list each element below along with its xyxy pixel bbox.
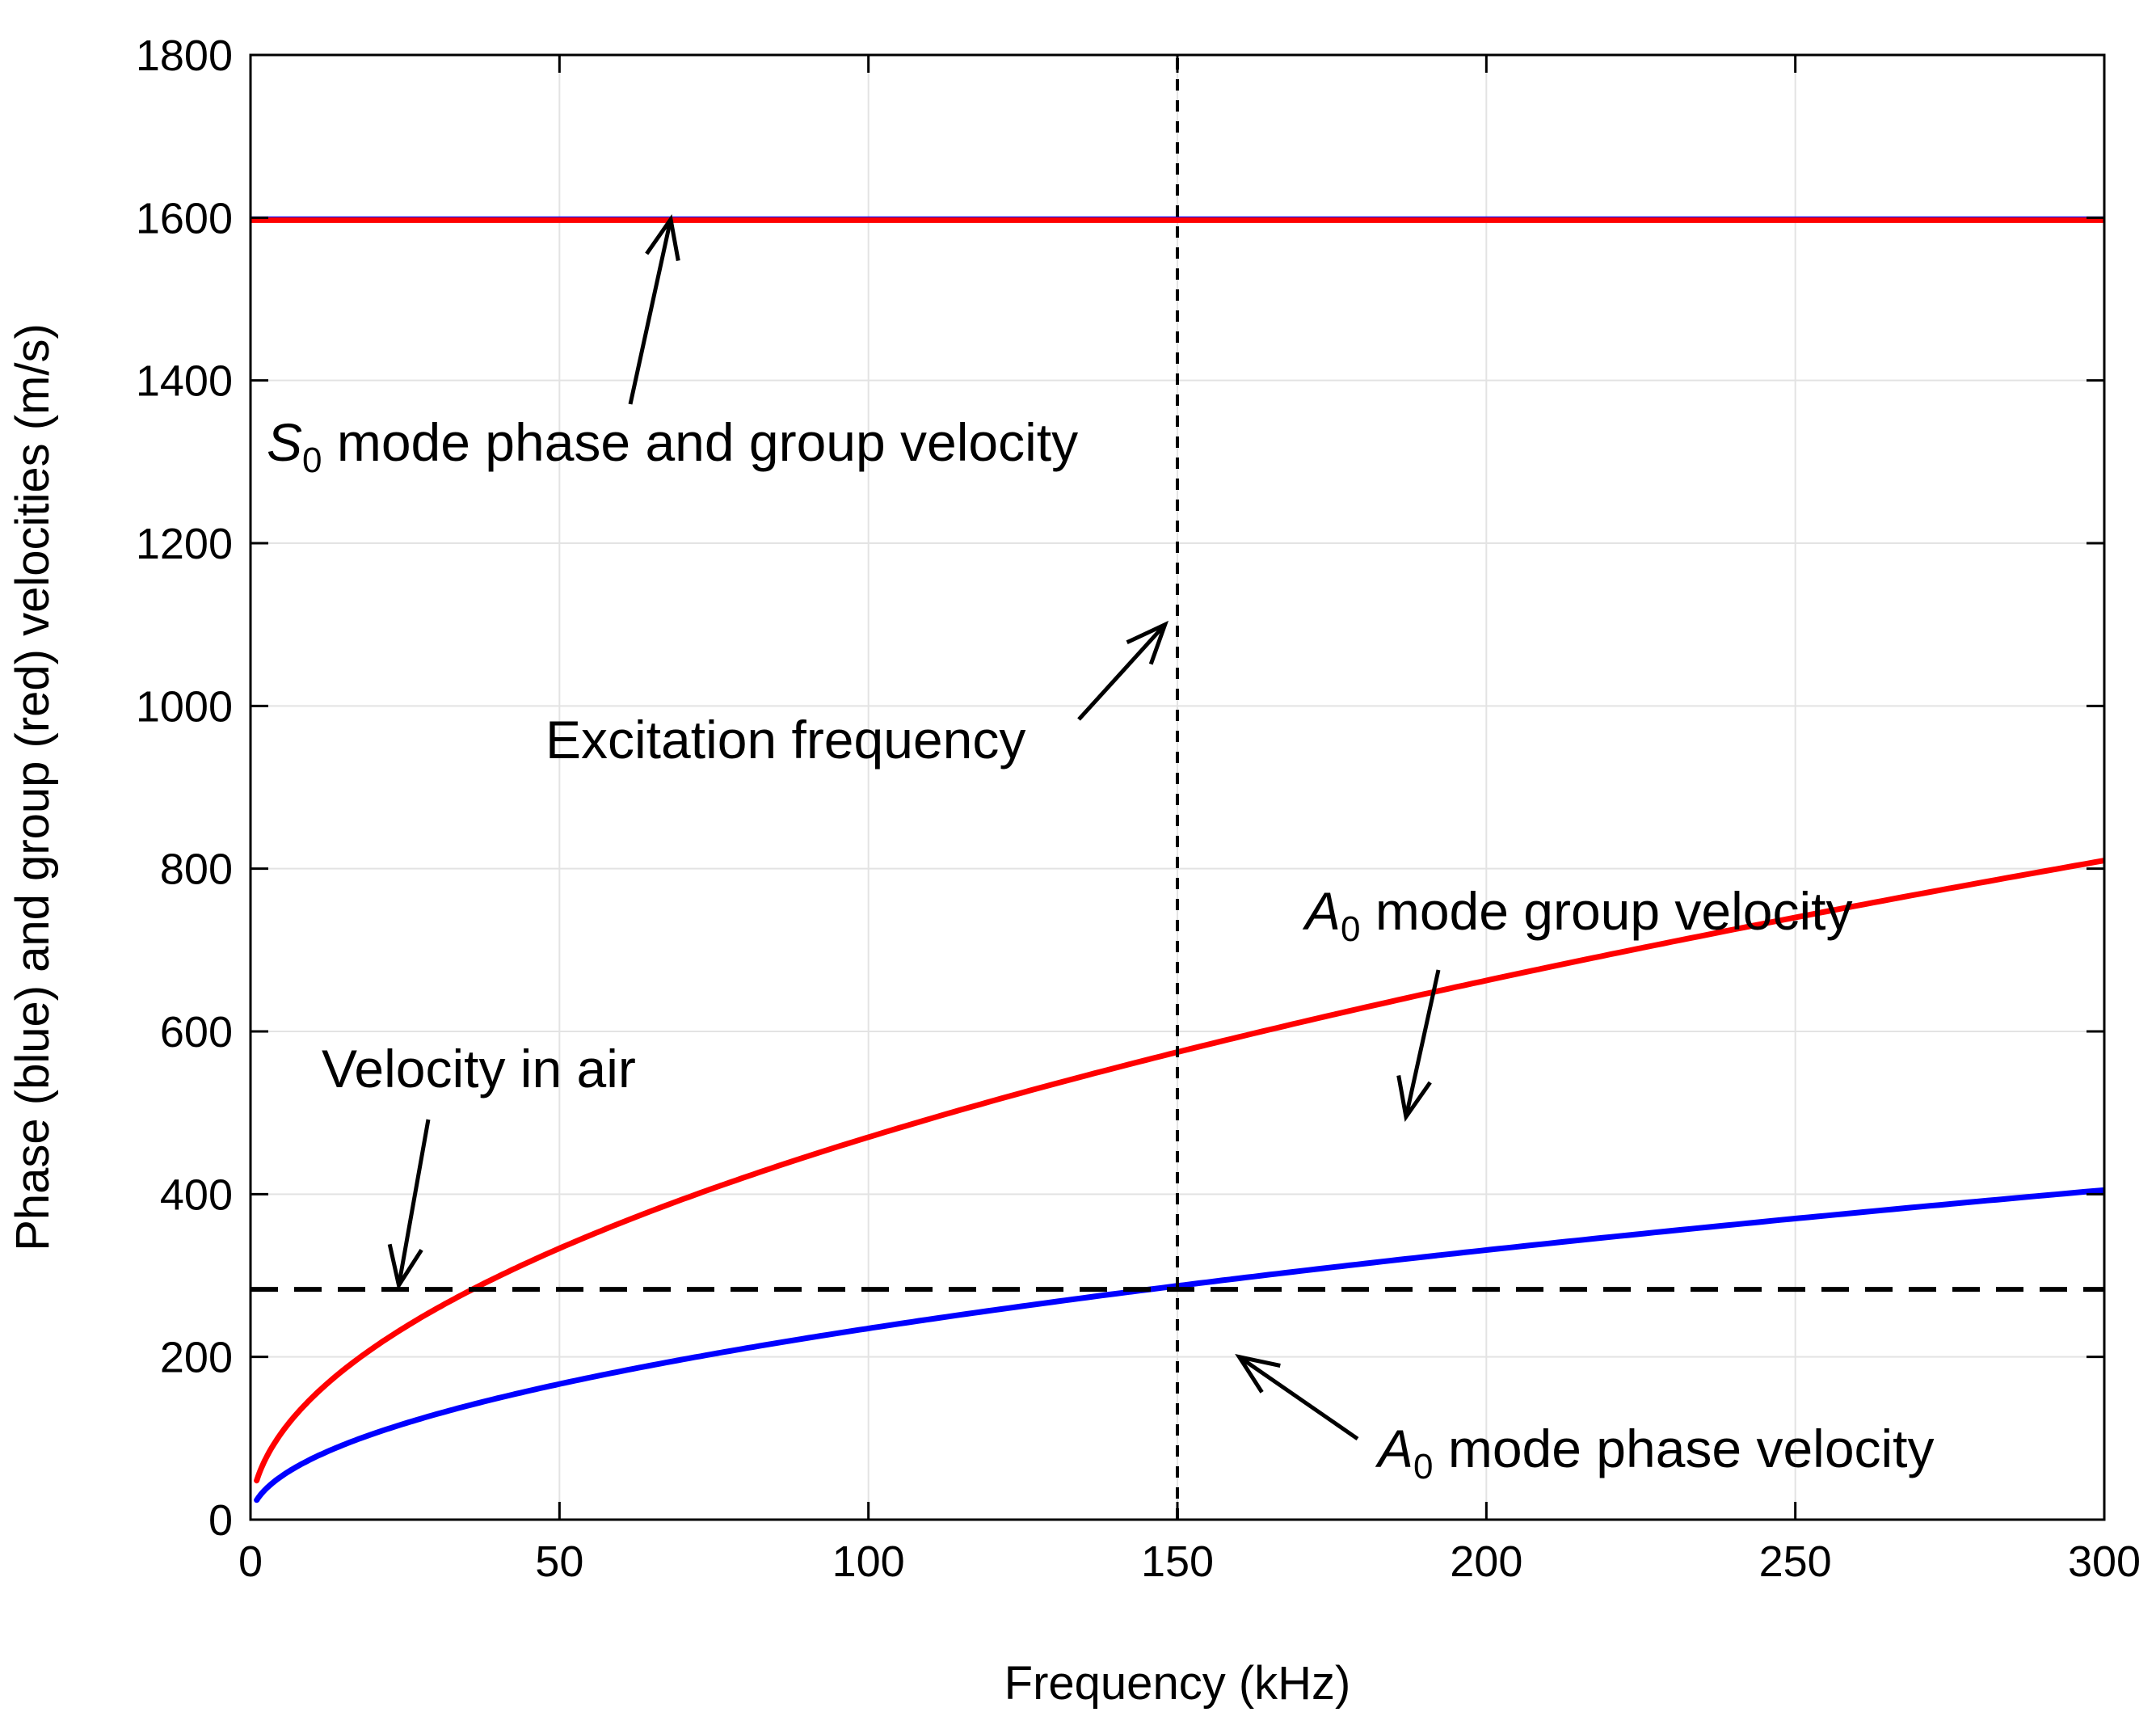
- annotation-a0-group-text: mode group velocity: [1361, 881, 1853, 941]
- y-axis-title: Phase (blue) and group (red) velocities …: [6, 323, 59, 1251]
- annotation-a0-phase-symbol: A: [1375, 1419, 1413, 1478]
- arrow-excitation: [1077, 620, 1169, 721]
- arrow-s0: [628, 213, 680, 405]
- annotation-a0-phase-subscript: 0: [1413, 1447, 1433, 1487]
- annotation-s0-subscript: 0: [302, 441, 322, 480]
- arrow-air: [387, 1119, 431, 1291]
- y-tick-label-0: 0: [208, 1496, 233, 1545]
- x-tick-label-1: 50: [535, 1537, 583, 1586]
- tick-labels: 0 50 100 150 200 250 300 0 200 400 600 800 1000 1200 1…: [136, 32, 2141, 1586]
- annotation-excitation: Excitation frequency: [545, 710, 1025, 770]
- x-tick-label-4: 200: [1450, 1537, 1522, 1586]
- annotation-s0-symbol: S: [267, 412, 302, 472]
- y-tick-label-4: 800: [160, 846, 233, 894]
- annotation-s0-text: mode phase and group velocity: [322, 412, 1079, 472]
- ticks: [249, 53, 2106, 1521]
- annotation-air: Velocity in air: [322, 1039, 636, 1099]
- series-a0-mode-phase-velocity: [254, 1187, 2104, 1503]
- y-tick-label-1: 200: [160, 1334, 233, 1382]
- annotation-a0-group-symbol: A: [1302, 881, 1341, 941]
- y-tick-label-3: 600: [160, 1008, 233, 1056]
- x-tick-label-3: 150: [1141, 1537, 1214, 1586]
- arrow-a0-group: [1396, 969, 1441, 1123]
- series-a0-mode-group-velocity: [254, 858, 2104, 1484]
- y-tick-label-7: 1400: [136, 357, 233, 406]
- y-tick-label-5: 1000: [136, 682, 233, 731]
- plot-area: [251, 55, 2104, 1520]
- x-tick-label-0: 0: [238, 1537, 263, 1586]
- arrow-a0-phase: [1235, 1354, 1359, 1441]
- y-tick-label-6: 1200: [136, 520, 233, 568]
- annotation-a0-phase-text: mode phase velocity: [1434, 1419, 1935, 1478]
- y-tick-label-9: 1800: [136, 32, 233, 80]
- x-tick-label-6: 300: [2068, 1537, 2141, 1586]
- y-tick-label-2: 400: [160, 1170, 233, 1219]
- annotation-a0-phase: A0 mode phase velocity: [1375, 1419, 1935, 1487]
- annotation-a0-group: A0 mode group velocity: [1302, 881, 1853, 949]
- annotation-s0: S0 mode phase and group velocity: [267, 412, 1078, 480]
- x-tick-label-5: 250: [1759, 1537, 1832, 1586]
- x-tick-label-2: 100: [832, 1537, 905, 1586]
- y-tick-label-8: 1600: [136, 194, 233, 242]
- annotations: S0 mode phase and group velocityExcitati…: [267, 213, 1935, 1487]
- annotation-a0-group-subscript: 0: [1341, 909, 1360, 949]
- x-axis-title: Frequency (kHz): [1004, 1657, 1351, 1710]
